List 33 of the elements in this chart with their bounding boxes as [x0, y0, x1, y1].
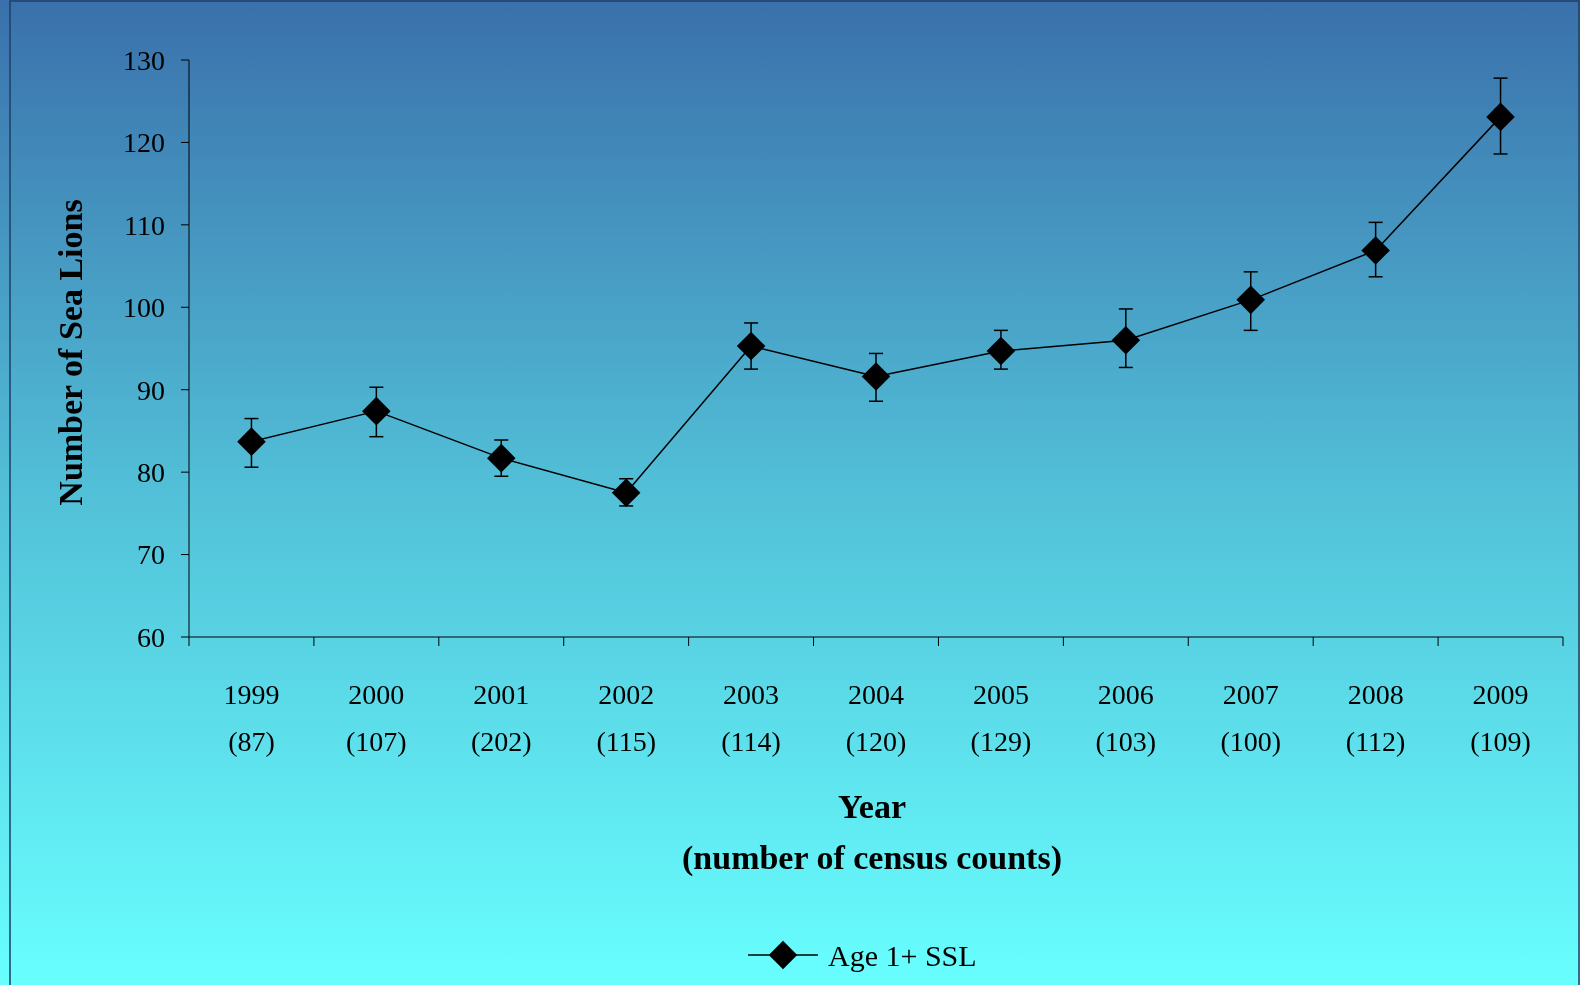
x-tick-label: 2009 (109)	[1470, 679, 1531, 757]
y-tick-label: 60	[137, 621, 165, 653]
point	[1361, 236, 1390, 265]
point	[986, 336, 1016, 366]
point	[1486, 102, 1515, 132]
x-tick-label: 2004 (120)	[845, 679, 907, 757]
point	[736, 331, 766, 361]
y-tick-label: 80	[137, 456, 165, 488]
y-tick-label: 120	[123, 127, 165, 159]
y-axis-title: Number of Sea Lions	[52, 199, 89, 506]
x-tick-label: 2002 (115)	[596, 679, 656, 757]
x-tick-label: 2006 (103)	[1095, 679, 1157, 757]
x-tick-label: 2003 (114)	[721, 679, 781, 757]
x-tick-label: 2000 (107)	[346, 679, 407, 757]
legend-label: Age 1+ SSL	[828, 938, 977, 972]
point	[486, 443, 516, 473]
y-tick-label: 90	[137, 374, 165, 406]
x-tick-label: 1999 (87)	[223, 679, 280, 757]
point	[611, 478, 641, 508]
x-axis-title: Year (number of census counts)	[681, 788, 1063, 877]
y-tick-label: 110	[124, 209, 165, 241]
y-tick-label: 100	[123, 292, 165, 324]
point	[362, 396, 391, 426]
point	[237, 427, 266, 456]
point	[861, 362, 891, 391]
x-tick-label: 2001 (202)	[470, 679, 532, 757]
x-tick-label: 2008 (112)	[1345, 679, 1406, 757]
x-tick-label: 2005 (129)	[970, 679, 1032, 757]
x-tick-label: 2007 (100)	[1220, 679, 1282, 757]
y-tick-label: 130	[123, 44, 165, 76]
y-tick-label: 70	[137, 539, 165, 571]
point	[1236, 285, 1266, 315]
point	[1111, 325, 1141, 355]
